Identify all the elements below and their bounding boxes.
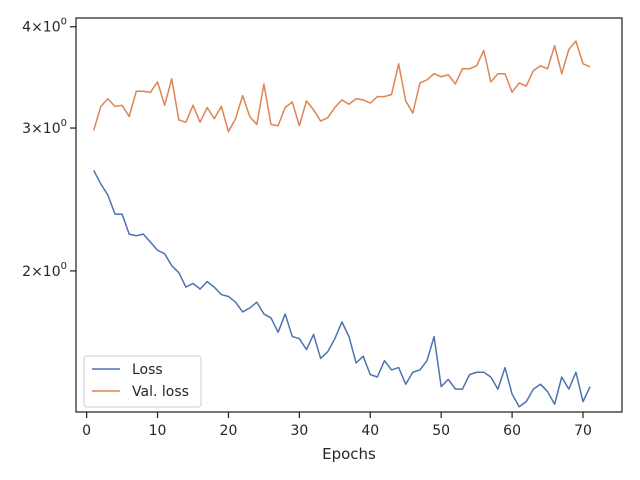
legend-entry-label: Val. loss xyxy=(132,384,189,400)
legend-entry-label: Loss xyxy=(132,362,163,378)
x-tick-label: 10 xyxy=(149,423,167,439)
y-tick-label: 4×100 xyxy=(22,17,67,36)
x-tick-label: 30 xyxy=(290,423,308,439)
x-tick-label: 0 xyxy=(82,423,91,439)
y-axis: 2×100 3×100 4×100 xyxy=(22,17,76,280)
plot-area-frame xyxy=(75,17,623,413)
y-tick-label: 2×100 xyxy=(22,261,67,280)
series-line-val-loss xyxy=(93,40,591,133)
x-tick-label: 70 xyxy=(574,423,592,439)
series-line-loss xyxy=(93,170,591,408)
x-tick-label: 50 xyxy=(432,423,450,439)
x-axis-label: Epochs xyxy=(322,445,376,463)
x-tick-label: 60 xyxy=(503,423,521,439)
y-tick-label: 3×100 xyxy=(22,118,67,137)
x-tick-label: 40 xyxy=(361,423,379,439)
x-tick-label: 20 xyxy=(220,423,238,439)
series-layer xyxy=(93,40,591,408)
legend: Loss Val. loss xyxy=(83,355,202,408)
x-axis: 0 10 20 30 40 50 60 70 xyxy=(82,412,592,439)
